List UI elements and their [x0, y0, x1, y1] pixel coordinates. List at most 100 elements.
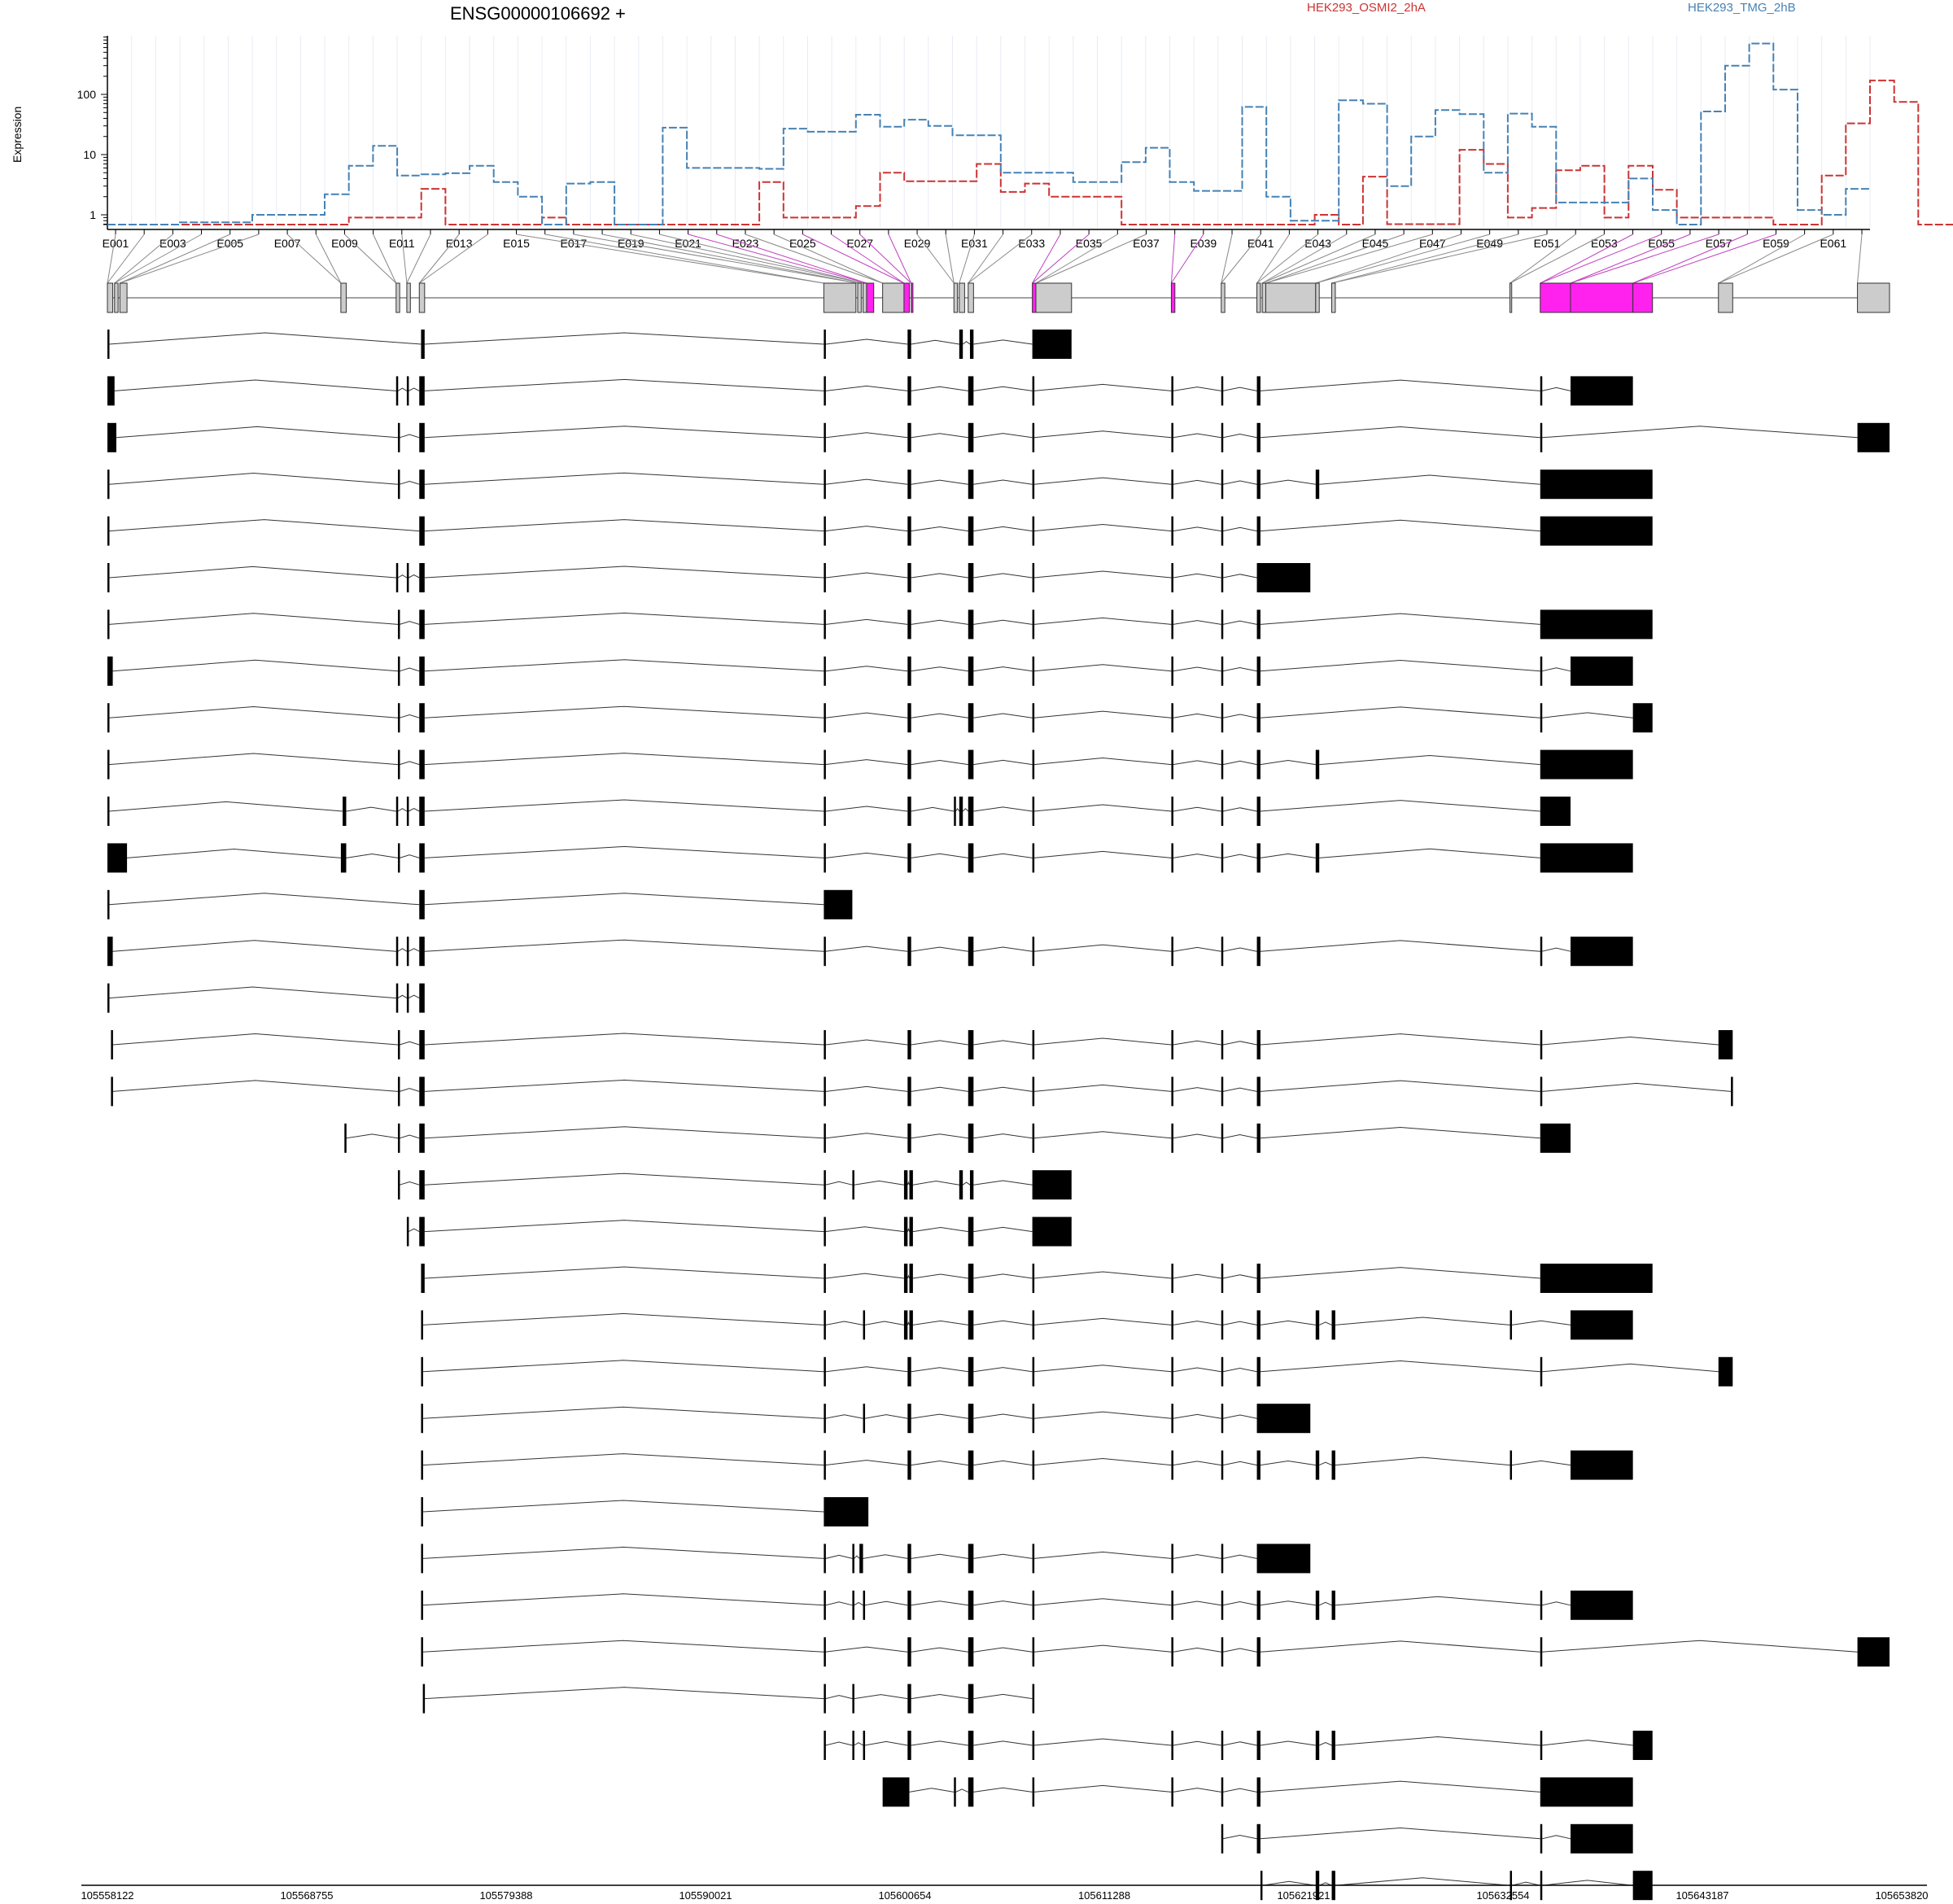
transcript-exon	[824, 889, 853, 919]
intron	[1173, 433, 1221, 439]
transcript-exon	[824, 797, 826, 826]
transcript-15	[107, 983, 425, 1013]
transcript-exon	[419, 1076, 425, 1107]
intron	[424, 1079, 824, 1092]
intron	[1319, 754, 1540, 766]
transcript-33	[1221, 1823, 1633, 1854]
intron	[911, 339, 959, 345]
intron	[1173, 1740, 1221, 1746]
exon-tick-label: E027	[846, 237, 873, 250]
intron	[973, 1226, 1033, 1233]
transcript-exon	[968, 937, 974, 967]
transcript-exon	[1540, 1123, 1571, 1153]
transcript-exon	[1032, 1310, 1035, 1340]
transcript-exon	[1171, 937, 1173, 967]
intron	[1222, 1601, 1257, 1606]
intron	[1319, 474, 1540, 485]
gene-exon	[953, 282, 959, 313]
exon-connector	[1632, 234, 1748, 284]
intron	[973, 1647, 1033, 1653]
intron	[112, 1080, 399, 1092]
transcript-9	[107, 703, 1653, 733]
transcript-exon	[1540, 1356, 1543, 1387]
intron	[1173, 1133, 1221, 1139]
intron	[1260, 853, 1316, 858]
exon-connector	[406, 234, 431, 284]
transcript-exon	[107, 563, 110, 592]
exon-tick-label: E061	[1820, 237, 1846, 250]
intron	[973, 1320, 1033, 1325]
transcript-exon	[419, 703, 425, 733]
transcript-exon	[907, 843, 911, 873]
intron	[1335, 1877, 1510, 1886]
intron	[973, 1553, 1033, 1559]
transcript-exon	[903, 1216, 908, 1247]
intron	[1173, 1040, 1221, 1046]
transcript-exon	[397, 469, 400, 500]
exon-connector	[688, 234, 867, 284]
transcript-exon	[1221, 1731, 1224, 1760]
exon-connector	[516, 234, 824, 284]
intron	[955, 1788, 968, 1793]
exon-connector	[831, 234, 905, 284]
exon-connector	[1256, 234, 1318, 284]
exon-tick-label: E041	[1247, 237, 1274, 250]
intron	[911, 946, 968, 952]
intron	[397, 994, 408, 999]
exon-tick-label: E011	[389, 237, 415, 250]
exon-connector	[114, 234, 173, 284]
transcript-exon	[824, 1123, 826, 1153]
intron	[825, 1460, 908, 1466]
exon-connector-lines	[107, 234, 1863, 284]
transcript-exon	[824, 609, 826, 640]
intron	[1033, 850, 1172, 858]
gene-exon	[1510, 282, 1513, 313]
transcript-exon	[1032, 1637, 1035, 1667]
transcript-exon	[959, 330, 963, 359]
transcript-exon	[1032, 1216, 1072, 1247]
intron	[825, 1273, 904, 1279]
transcript-exon	[1857, 422, 1890, 452]
transcript-exon	[1171, 1731, 1173, 1760]
transcript-exon	[907, 703, 911, 733]
gene-exon	[1032, 282, 1037, 313]
transcript-exon	[824, 1404, 826, 1434]
transcript-exon	[1540, 376, 1543, 406]
intron	[911, 1600, 968, 1606]
transcript-exon	[1540, 1637, 1543, 1667]
transcript-exon	[907, 937, 911, 967]
transcript-exon	[397, 609, 400, 640]
intron	[1260, 1740, 1316, 1746]
transcript-exon	[907, 516, 911, 546]
transcript-exon	[824, 1170, 826, 1200]
intron	[1260, 1320, 1316, 1325]
intron	[911, 1367, 968, 1373]
intron	[1033, 383, 1172, 391]
gene-model	[107, 282, 1890, 313]
genomic-tick-label: 105632554	[1476, 1889, 1529, 1902]
transcript-exon	[824, 1030, 826, 1059]
intron	[424, 378, 824, 391]
transcript-exon	[968, 1544, 974, 1574]
intron	[1541, 712, 1633, 718]
transcript-exon	[419, 749, 425, 780]
transcript-exon	[1315, 1450, 1320, 1480]
transcript-exon	[1171, 1544, 1173, 1574]
exon-connector	[1857, 234, 1863, 284]
intron	[912, 1273, 968, 1279]
transcript-exon	[1570, 656, 1633, 686]
intron	[1222, 714, 1257, 718]
intron	[1335, 1456, 1510, 1466]
gene-exon	[1221, 282, 1226, 313]
transcript-exon	[1540, 609, 1653, 640]
intron	[1335, 1596, 1540, 1606]
intron	[973, 433, 1033, 439]
transcript-exon	[421, 1356, 423, 1387]
exon-connector	[120, 234, 260, 284]
transcript-exon	[1540, 937, 1543, 967]
exon-connector	[114, 234, 202, 284]
gene-exon	[119, 282, 128, 313]
transcript-exon	[397, 1123, 400, 1153]
intron	[955, 807, 960, 812]
intron	[1222, 1788, 1257, 1793]
